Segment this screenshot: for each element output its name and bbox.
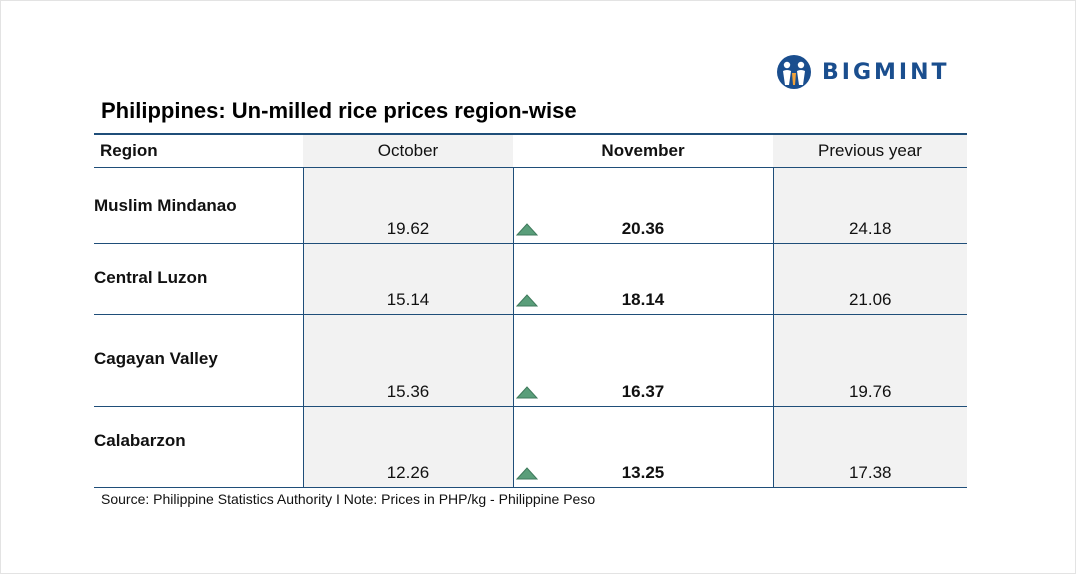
table-row: Central Luzon 15.14 18.14 21.06 bbox=[94, 243, 967, 315]
november-value: 13.25 bbox=[621, 462, 665, 482]
previous-year-value: 21.06 bbox=[848, 289, 892, 309]
november-cell: 13.25 bbox=[512, 406, 773, 488]
region-cell: Cagayan Valley bbox=[94, 314, 303, 407]
november-value: 16.37 bbox=[621, 381, 665, 401]
bigmint-logo-icon bbox=[777, 55, 811, 89]
previous-year-cell: 24.18 bbox=[772, 167, 967, 244]
october-cell: 19.62 bbox=[302, 167, 513, 244]
header-region: Region bbox=[94, 133, 303, 168]
brand-logo: BIGMINT bbox=[776, 54, 950, 90]
table-row: Cagayan Valley 15.36 16.37 19.76 bbox=[94, 314, 967, 407]
november-value: 18.14 bbox=[621, 289, 665, 309]
region-cell: Central Luzon bbox=[94, 243, 303, 315]
november-cell: 18.14 bbox=[512, 243, 773, 315]
header-november: November bbox=[513, 133, 773, 168]
previous-year-cell: 17.38 bbox=[772, 406, 967, 488]
november-value: 20.36 bbox=[621, 218, 665, 238]
region-cell: Muslim Mindanao bbox=[94, 167, 303, 244]
november-cell: 16.37 bbox=[512, 314, 773, 407]
october-cell: 15.14 bbox=[302, 243, 513, 315]
november-cell: 20.36 bbox=[512, 167, 773, 244]
table-row: Muslim Mindanao 19.62 20.36 24.18 bbox=[94, 167, 967, 244]
header-previous-year: Previous year bbox=[773, 133, 967, 168]
table-header-row: Region October November Previous year bbox=[94, 133, 967, 168]
october-value: 19.62 bbox=[386, 218, 430, 238]
price-table: Region October November Previous year Mu… bbox=[94, 133, 967, 488]
october-value: 12.26 bbox=[386, 462, 430, 482]
up-arrow-icon bbox=[515, 385, 538, 398]
october-cell: 12.26 bbox=[302, 406, 513, 488]
previous-year-value: 17.38 bbox=[848, 462, 892, 482]
previous-year-value: 24.18 bbox=[848, 218, 892, 238]
region-label: Muslim Mindanao bbox=[94, 195, 237, 215]
october-value: 15.36 bbox=[386, 381, 430, 401]
up-arrow-icon bbox=[515, 293, 538, 306]
up-arrow-icon bbox=[515, 466, 538, 479]
brand-name: BIGMINT bbox=[822, 59, 950, 85]
previous-year-cell: 21.06 bbox=[772, 243, 967, 315]
table-row: Calabarzon 12.26 13.25 17.38 bbox=[94, 406, 967, 488]
october-cell: 15.36 bbox=[302, 314, 513, 407]
region-label: Central Luzon bbox=[94, 267, 208, 287]
page-title: Philippines: Un-milled rice prices regio… bbox=[101, 98, 577, 123]
october-value: 15.14 bbox=[386, 289, 430, 309]
region-cell: Calabarzon bbox=[94, 406, 303, 488]
region-label: Calabarzon bbox=[94, 430, 186, 450]
up-arrow-icon bbox=[515, 222, 538, 235]
previous-year-value: 19.76 bbox=[848, 381, 892, 401]
previous-year-cell: 19.76 bbox=[772, 314, 967, 407]
header-october: October bbox=[303, 133, 513, 168]
source-note: Source: Philippine Statistics Authority … bbox=[101, 491, 596, 507]
region-label: Cagayan Valley bbox=[94, 348, 218, 368]
